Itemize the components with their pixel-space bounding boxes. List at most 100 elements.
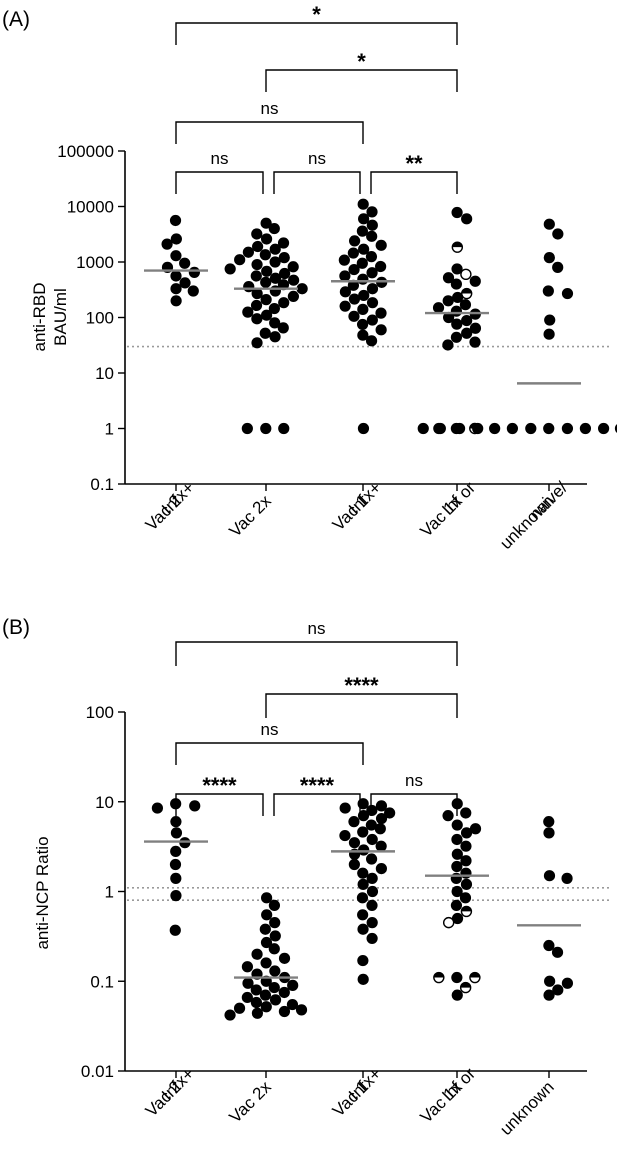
- data-point: [189, 800, 201, 812]
- data-point: [252, 240, 264, 253]
- data-point: [460, 867, 472, 879]
- data-point: [286, 998, 299, 1011]
- data-point: [261, 265, 273, 277]
- data-point: [268, 899, 281, 912]
- y-tick-label: 10000: [67, 198, 114, 217]
- data-point: [357, 810, 370, 822]
- data-point: [544, 314, 556, 326]
- data-point: [543, 989, 555, 1001]
- data-point: [561, 422, 574, 435]
- data-point: [170, 827, 183, 839]
- data-point: [260, 892, 273, 904]
- comparison-bracket: [175, 22, 458, 45]
- data-point: [268, 302, 280, 315]
- data-point: [469, 823, 482, 835]
- category-label: Vac 1x: [417, 1077, 467, 1127]
- data-point: [451, 206, 463, 219]
- data-point: [506, 422, 519, 435]
- data-point: [434, 422, 446, 435]
- data-point: [366, 230, 378, 242]
- data-point: [348, 837, 361, 849]
- data-point: [451, 885, 463, 898]
- data-point-half: [433, 971, 445, 984]
- data-point: [525, 422, 537, 435]
- data-point: [277, 237, 290, 249]
- data-point: [366, 872, 378, 884]
- data-point: [296, 283, 308, 295]
- data-point: [151, 802, 164, 814]
- data-point: [489, 422, 501, 435]
- data-point: [269, 256, 281, 268]
- data-point: [442, 295, 454, 307]
- significance-label: ****: [300, 773, 335, 798]
- comparison-bracket: [273, 793, 361, 816]
- data-point: [339, 270, 351, 282]
- data-point: [260, 217, 272, 229]
- data-point: [250, 984, 262, 996]
- data-point: [269, 272, 282, 284]
- significance-label: ns: [261, 99, 279, 118]
- data-point: [242, 977, 254, 989]
- data-point: [597, 422, 610, 435]
- data-point: [241, 991, 253, 1004]
- y-tick-label: 100000: [57, 142, 114, 161]
- y-axis-label: anti-RBD: [30, 283, 49, 352]
- data-point: [224, 1009, 236, 1021]
- data-point: [357, 273, 369, 285]
- data-point: [251, 1007, 264, 1019]
- data-point: [170, 270, 182, 282]
- data-point: [357, 973, 369, 985]
- y-tick-label: 10: [95, 793, 114, 812]
- data-point: [179, 277, 191, 289]
- data-point: [357, 329, 369, 341]
- data-point: [543, 328, 555, 340]
- data-point: [268, 943, 280, 955]
- data-point: [543, 218, 555, 230]
- data-point: [260, 1001, 272, 1013]
- data-point: [442, 339, 454, 351]
- data-point: [278, 986, 290, 999]
- data-point: [543, 252, 555, 264]
- data-point: [348, 235, 361, 247]
- data-point: [365, 251, 378, 263]
- data-point: [287, 979, 299, 991]
- data-point: [269, 285, 281, 297]
- significance-label: **: [405, 151, 423, 176]
- data-point: [358, 243, 370, 255]
- y-tick-label: 0.1: [90, 972, 114, 991]
- data-point: [260, 309, 273, 321]
- data-point: [357, 909, 369, 921]
- data-point: [269, 994, 282, 1006]
- data-point: [268, 222, 280, 235]
- data-point: [251, 287, 263, 300]
- data-point: [451, 833, 463, 846]
- data-point: [451, 318, 463, 330]
- data-point: [269, 317, 281, 329]
- data-point: [543, 870, 556, 882]
- data-point: [251, 228, 263, 240]
- comparison-bracket: [370, 171, 458, 194]
- data-point: [250, 270, 262, 282]
- data-point: [278, 422, 290, 435]
- data-point: [366, 932, 378, 945]
- data-point: [543, 816, 555, 828]
- data-point: [442, 810, 454, 822]
- significance-label: *: [357, 49, 366, 74]
- data-point: [187, 285, 199, 297]
- data-point: [366, 267, 378, 279]
- data-point: [366, 885, 379, 898]
- data-point: [241, 422, 253, 435]
- data-point: [443, 311, 455, 324]
- data-point: [460, 827, 473, 839]
- y-tick-label: 0.01: [81, 1062, 114, 1081]
- category-label: Vac 2x: [226, 491, 276, 541]
- data-point: [260, 276, 272, 288]
- data-point: [269, 965, 281, 977]
- data-point-half: [451, 241, 464, 253]
- panel-a: (A) anti-RBD BAU/ml 0.1 1 10 100 1000 10000 10000…: [2, 2, 617, 553]
- data-point: [451, 971, 463, 984]
- data-point: [339, 829, 351, 842]
- y-tick-label: 10: [95, 364, 114, 383]
- data-point: [170, 845, 182, 857]
